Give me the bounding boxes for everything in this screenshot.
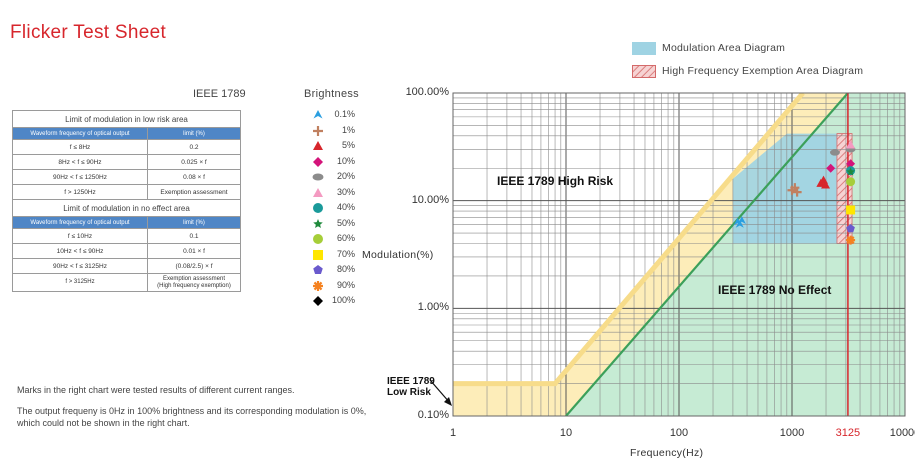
legend-marker [313, 296, 323, 306]
no-effect-label: IEEE 1789 No Effect [718, 283, 831, 297]
brightness-legend-label: 40% [336, 202, 355, 212]
data-point [826, 163, 836, 173]
data-point [830, 149, 840, 156]
column-header: Waveform frequency of optical output [12, 216, 148, 229]
data-point [846, 205, 856, 215]
brightness-marker-icon [313, 141, 323, 150]
low-risk-arrow-head [444, 397, 452, 406]
brightness-marker-icon [313, 249, 323, 260]
brightness-legend-label: 70% [336, 248, 355, 259]
data-point [846, 224, 855, 233]
y-axis-label: Modulation(%) [362, 249, 434, 261]
legend-marker [313, 156, 323, 167]
low-risk-table: Limit of modulation in low risk area Wav… [12, 110, 241, 292]
brightness-marker-icon [313, 110, 323, 119]
brightness-marker-icon [312, 173, 324, 181]
table-row: 90Hz < f ≤ 1250Hz 0.08 × f [12, 169, 241, 185]
x-tick-label: 1 [449, 427, 457, 439]
brightness-legend-label: 60% [336, 233, 355, 243]
x-axis-label: Frequency(Hz) [630, 447, 704, 459]
y-tick-label: 0.10% [417, 409, 449, 421]
tables-heading: IEEE 1789 [193, 88, 246, 100]
plot-border [452, 92, 906, 417]
data-point [846, 159, 856, 169]
legend-label: High Frequency Exemption Area Diagram [662, 65, 864, 77]
note-marks: Marks in the right chart were tested res… [17, 385, 295, 395]
x-tick-label: 10 [559, 427, 573, 439]
y-tick-label: 100.00% [405, 86, 449, 98]
y-tick-label: 10.00% [411, 193, 449, 206]
column-header: Waveform frequency of optical output [12, 127, 148, 140]
low-risk-label: Low Risk [387, 387, 431, 398]
brightness-legend-label: 0.1% [334, 109, 355, 119]
legend-marker [312, 173, 324, 181]
column-header: limit (%) [147, 127, 241, 140]
brightness-legend-label: 30% [336, 186, 355, 197]
data-point [792, 187, 802, 197]
data-point [846, 167, 855, 176]
brightness-marker-icon [313, 234, 323, 244]
table-cell: Exemption assessment (High frequency exe… [147, 273, 241, 292]
legend-swatch-modulation [632, 42, 656, 55]
brightness-marker-icon [313, 296, 323, 306]
x-tick-label: 1000 [779, 427, 805, 439]
brightness-legend-label: 20% [336, 171, 355, 181]
data-point [737, 216, 746, 224]
brightness-legend-label: 5% [341, 140, 355, 150]
brightness-legend-label: 90% [336, 279, 355, 290]
brightness-marker-icon [313, 125, 323, 136]
legend-marker [313, 280, 323, 291]
low-risk-arrow [429, 379, 451, 404]
legend-marker [313, 203, 323, 213]
brightness-marker-icon [313, 203, 323, 213]
x-tick-label: 10000 [889, 427, 915, 439]
data-point [735, 220, 744, 228]
legend-marker [313, 187, 323, 197]
brightness-marker-icon [313, 265, 323, 275]
column-header: limit (%) [147, 216, 241, 229]
legend-marker [313, 110, 323, 119]
brightness-legend-label: 1% [341, 124, 355, 135]
x-tick-label: 100 [669, 427, 689, 439]
brightness-marker-icon [313, 156, 323, 167]
legend-marker [313, 234, 323, 244]
data-point [846, 235, 856, 245]
legend-label: Modulation Area Diagram [662, 42, 786, 54]
y-tick-label: 1.00% [417, 301, 449, 314]
x-tick-label: 3125 [835, 427, 861, 439]
note-zero-frequency: The output frequeny is 0Hz in 100% brigh… [17, 406, 367, 428]
no-effect-boundary [565, 93, 849, 416]
brightness-marker-icon [313, 218, 323, 228]
brightness-legend-title: Brightness [304, 88, 359, 100]
brightness-legend-label: 50% [336, 217, 355, 228]
legend-marker [313, 125, 323, 136]
high-risk-label: IEEE 1789 High Risk [497, 174, 613, 188]
legend-marker [313, 218, 323, 228]
table-row: 90Hz < f ≤ 3125Hz (0.08/2.5) × f [12, 258, 241, 274]
legend-swatch-exemption [632, 65, 656, 78]
modulation-area [732, 133, 837, 244]
plot-area [453, 93, 905, 416]
table-row: f > 3125Hz Exemption assessment (High fre… [12, 273, 241, 292]
brightness-legend-label: 10% [336, 155, 355, 166]
brightness-marker-icon [313, 187, 323, 197]
legend-marker [313, 249, 323, 260]
data-point [846, 177, 856, 187]
page-title: Flicker Test Sheet [10, 22, 167, 43]
brightness-marker-icon [313, 280, 323, 291]
data-point [846, 140, 856, 149]
legend-marker [313, 141, 323, 150]
table-row: 8Hz < f ≤ 90Hz 0.025 × f [12, 154, 241, 170]
low-risk-label: IEEE 1789 [387, 376, 435, 387]
data-point [821, 180, 831, 189]
brightness-legend-label: 80% [336, 264, 355, 274]
brightness-legend-label: 100% [331, 295, 355, 305]
legend-marker [313, 265, 323, 275]
low-risk-boundary [453, 93, 805, 387]
